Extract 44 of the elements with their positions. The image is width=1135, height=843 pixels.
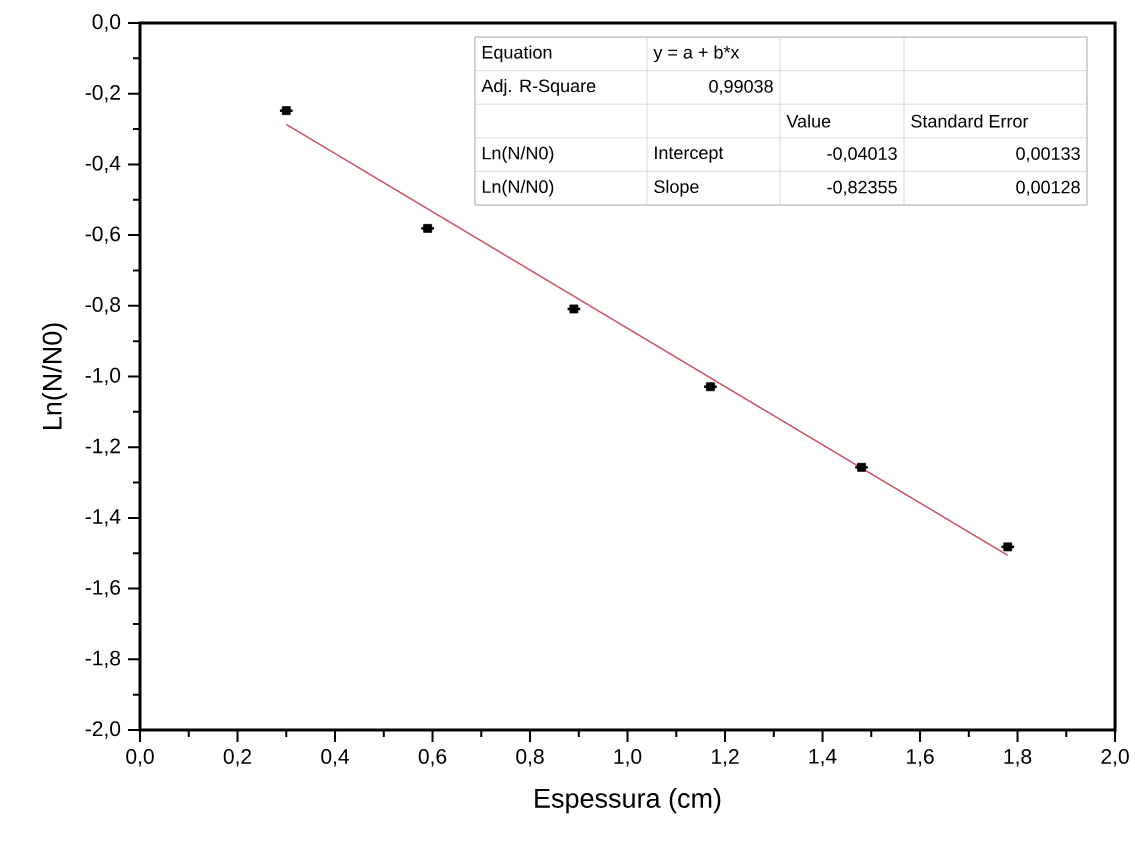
annotation: 0,00128 — [1016, 180, 1080, 196]
x-tick-label: 1,0 — [614, 749, 642, 767]
annotation: -0,04013 — [827, 147, 897, 163]
annotation: y = a + b*x — [653, 45, 740, 63]
point — [569, 304, 579, 314]
x-tick-label: 1,2 — [712, 749, 739, 767]
annotation: Standard Error — [911, 114, 1029, 128]
x-tick-label: 0,0 — [126, 749, 154, 767]
x-tick-label: 0,2 — [223, 749, 252, 767]
annotation: 0,99038 — [709, 79, 773, 95]
point — [1003, 542, 1013, 552]
y-tick-label: -2,0 — [85, 721, 121, 739]
annotation: Equation — [482, 45, 552, 63]
annotation: -0,82355 — [827, 180, 897, 196]
annotation: Ln(N/N0) — [482, 146, 554, 163]
annotation: Ln(N/N0) — [482, 179, 554, 197]
point — [706, 382, 715, 392]
y-tick-label: -1,2 — [85, 438, 120, 456]
annotation: Adj. R-Square — [481, 79, 596, 96]
x-tick-label: 0,4 — [321, 749, 349, 767]
x-tick-label: 1,4 — [809, 749, 837, 767]
x-tick-label: 2,0 — [1101, 749, 1129, 767]
x-axis-title: Espessura (cm) — [535, 788, 721, 814]
point — [857, 462, 866, 472]
annotation: Value — [786, 114, 831, 128]
y-tick-label: 0,0 — [92, 14, 121, 32]
y-tick-label: -1,8 — [85, 650, 121, 668]
annotation: 0,00133 — [1016, 147, 1080, 163]
x-tick-label: 0,6 — [418, 749, 447, 767]
y-tick-label: -0,2 — [85, 85, 120, 103]
x-tick-label: 1,8 — [1004, 749, 1032, 767]
annotation: Intercept — [655, 146, 724, 163]
y-tick-label: -1,6 — [85, 579, 121, 598]
annotation: Slope — [654, 179, 699, 197]
y-tick-label: -0,4 — [85, 155, 121, 174]
point — [281, 106, 291, 116]
y-tick-label: -0,8 — [85, 297, 121, 315]
y-axis-title: Ln(N/N0) — [41, 323, 68, 430]
y-tick-label: -1,4 — [85, 509, 121, 527]
x-tick-label: 0,8 — [516, 749, 544, 767]
point — [423, 223, 433, 233]
y-tick-label: -1,0 — [85, 367, 121, 386]
x-tick-label: 1,6 — [907, 749, 934, 767]
y-tick-label: -0,6 — [85, 226, 121, 244]
